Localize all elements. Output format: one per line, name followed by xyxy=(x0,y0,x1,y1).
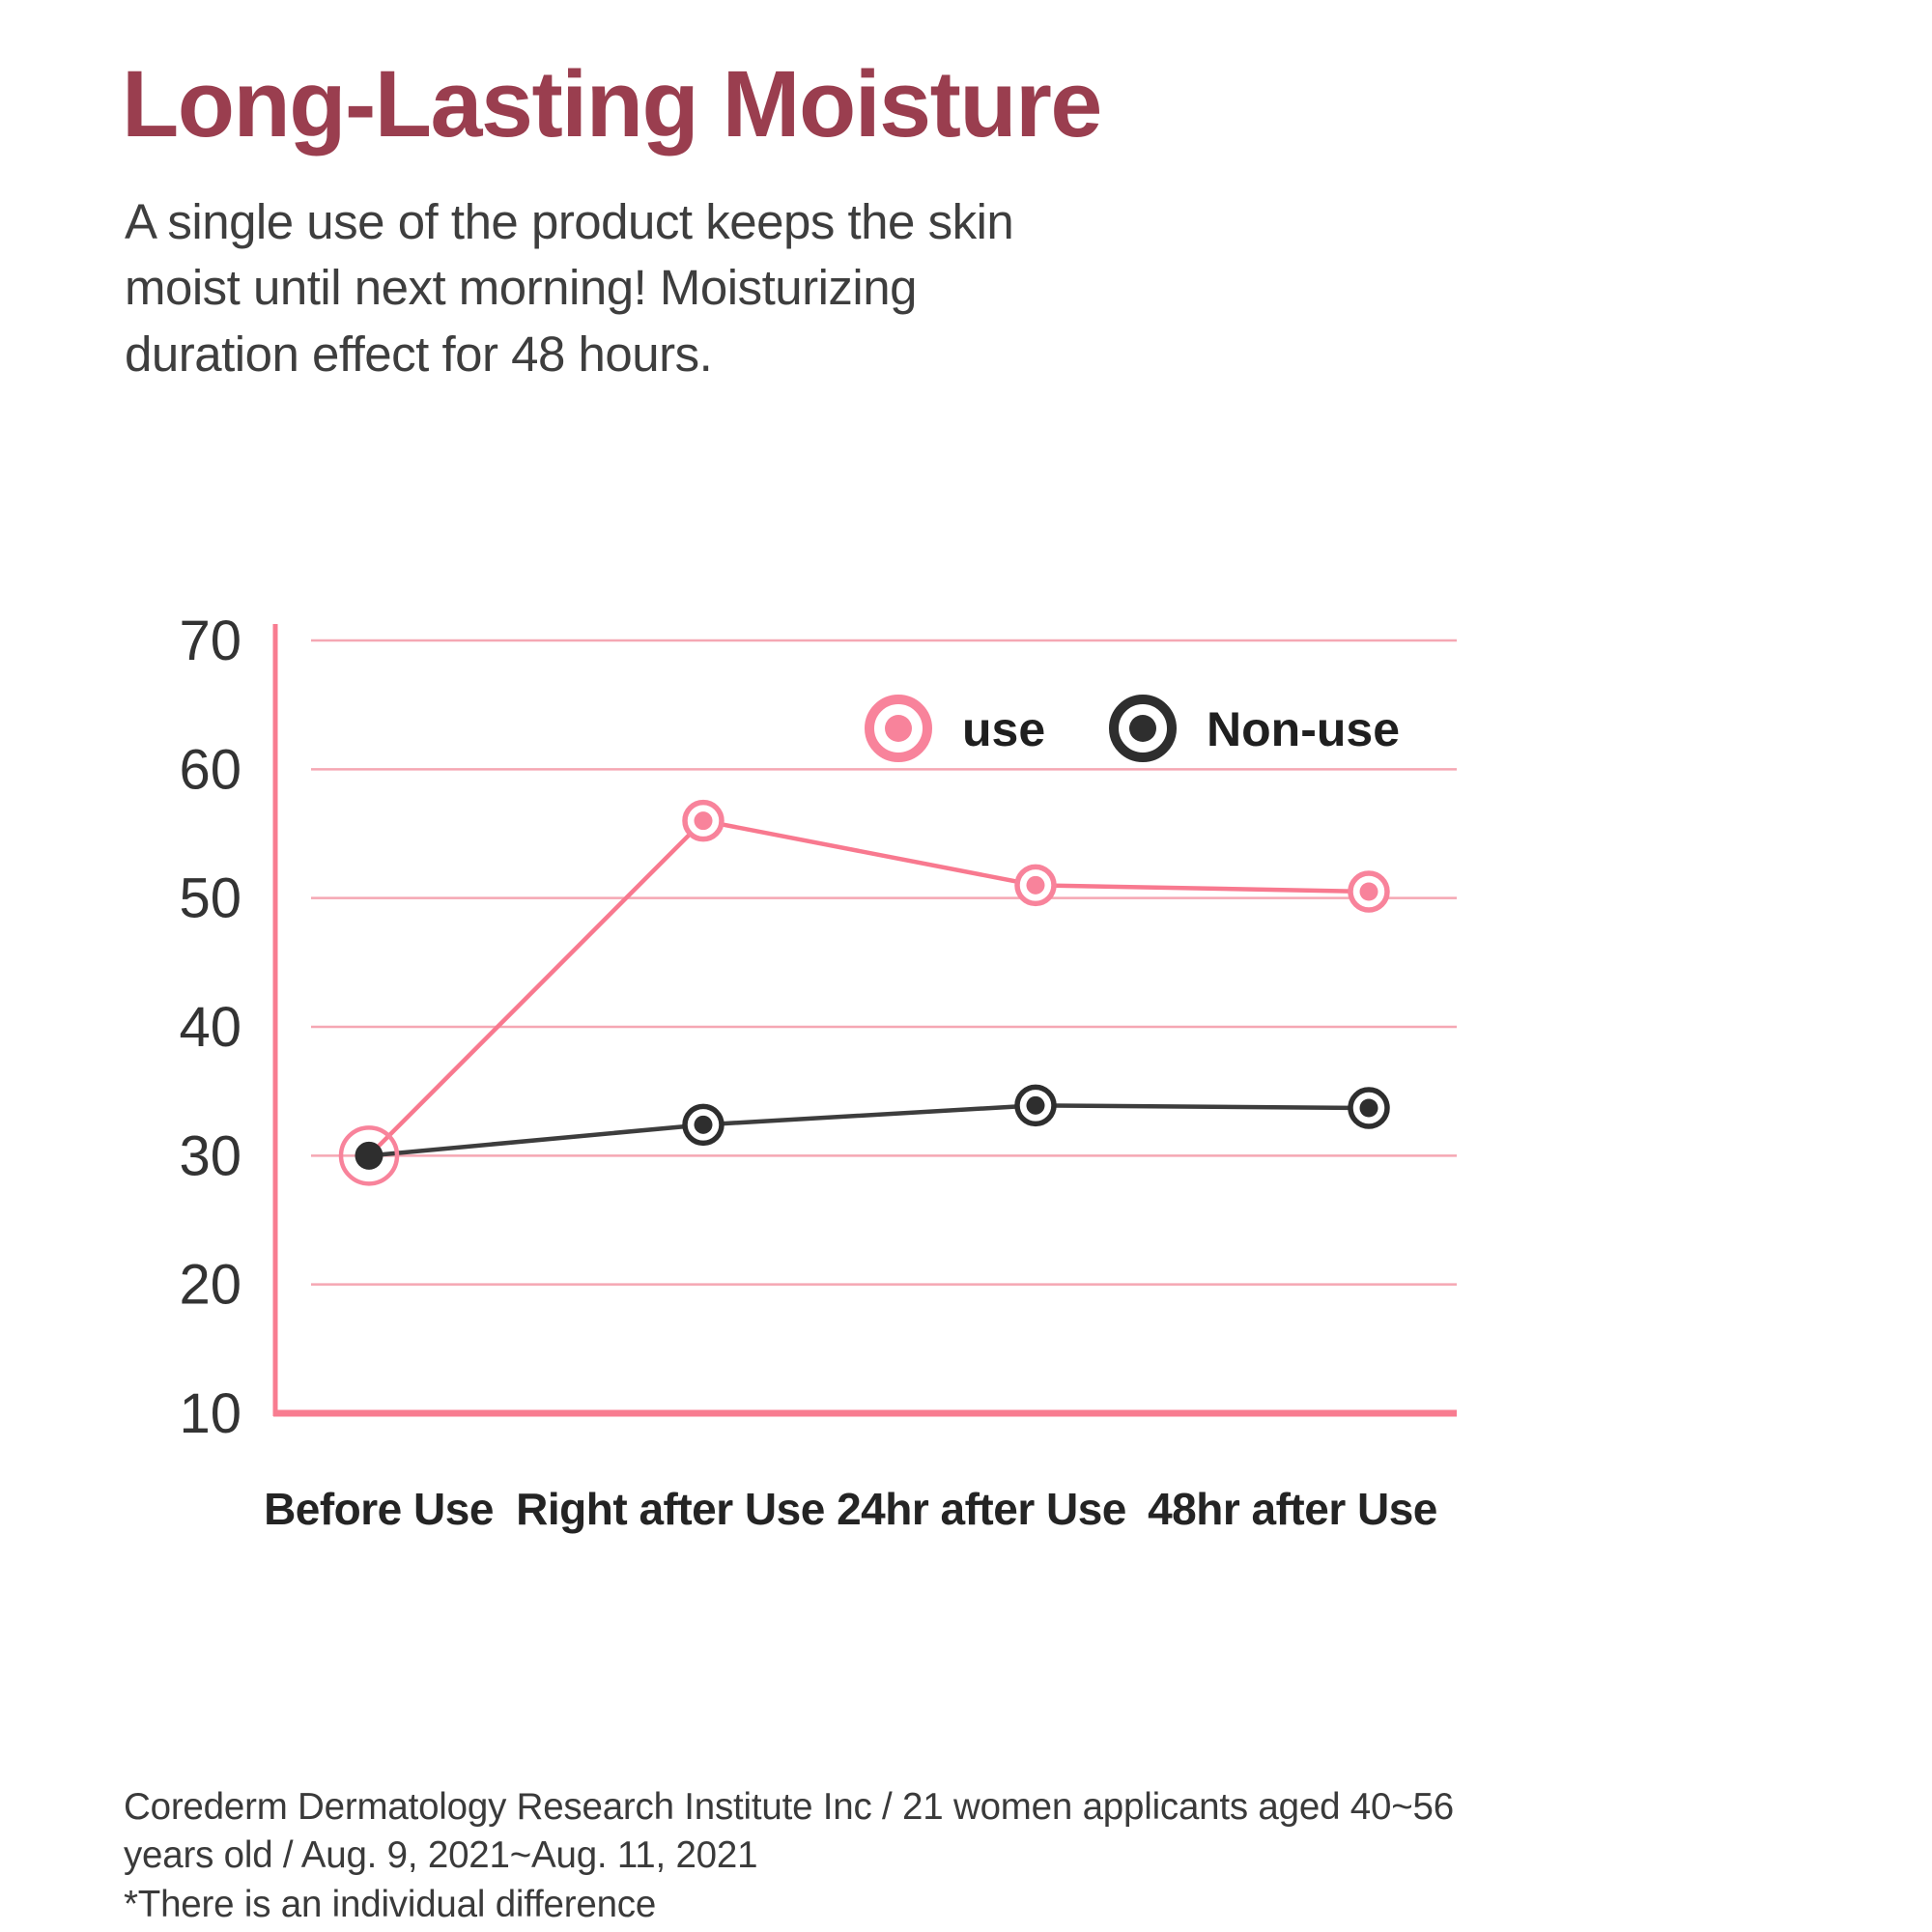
subtitle: A single use of the product keeps the sk… xyxy=(125,189,1014,387)
y-tick-label-30: 30 xyxy=(179,1124,242,1187)
legend-label-non-use: Non-use xyxy=(1207,702,1400,756)
x-category-label: Right after Use xyxy=(516,1484,825,1534)
y-tick-label-60: 60 xyxy=(179,738,242,801)
legend-label-use: use xyxy=(962,702,1045,756)
y-tick-label-50: 50 xyxy=(179,867,242,930)
data-point-dot-use xyxy=(694,811,713,831)
x-category-label: 48hr after Use xyxy=(1148,1484,1437,1534)
data-point-non-use xyxy=(355,1141,384,1170)
y-tick-label-20: 20 xyxy=(179,1254,242,1317)
data-point-dot-non-use xyxy=(1026,1095,1045,1115)
y-tick-label-70: 70 xyxy=(179,610,242,672)
y-tick-label-40: 40 xyxy=(179,996,242,1059)
disclaimer-line: *There is an individual difference xyxy=(124,1883,657,1925)
source-line-2: years old / Aug. 9, 2021~Aug. 11, 2021 xyxy=(124,1834,758,1877)
data-point-dot-use xyxy=(1026,875,1045,895)
source-line-1: Corederm Dermatology Research Institute … xyxy=(124,1786,1454,1828)
subtitle-line-3: duration effect for 48 hours. xyxy=(125,326,713,382)
series-line-use xyxy=(367,818,1370,1157)
x-category-label: Before Use xyxy=(264,1484,494,1534)
legend-marker-dot-use xyxy=(885,715,912,742)
series-line-non-use xyxy=(368,1103,1370,1158)
subtitle-line-1: A single use of the product keeps the sk… xyxy=(125,194,1014,249)
source-footnote: Corederm Dermatology Research Institute … xyxy=(124,1783,1454,1929)
legend-marker-dot-non-use xyxy=(1129,715,1156,742)
y-tick-label-10: 10 xyxy=(179,1382,242,1445)
subtitle-line-2: moist until next morning! Moisturizing xyxy=(125,260,918,316)
page-title: Long-Lasting Moisture xyxy=(122,51,1102,156)
data-point-dot-use xyxy=(1359,882,1378,901)
data-point-dot-non-use xyxy=(1359,1098,1378,1118)
data-point-dot-non-use xyxy=(694,1115,713,1134)
data-point-ring-use xyxy=(338,1125,400,1186)
x-category-label: 24hr after Use xyxy=(837,1484,1126,1534)
